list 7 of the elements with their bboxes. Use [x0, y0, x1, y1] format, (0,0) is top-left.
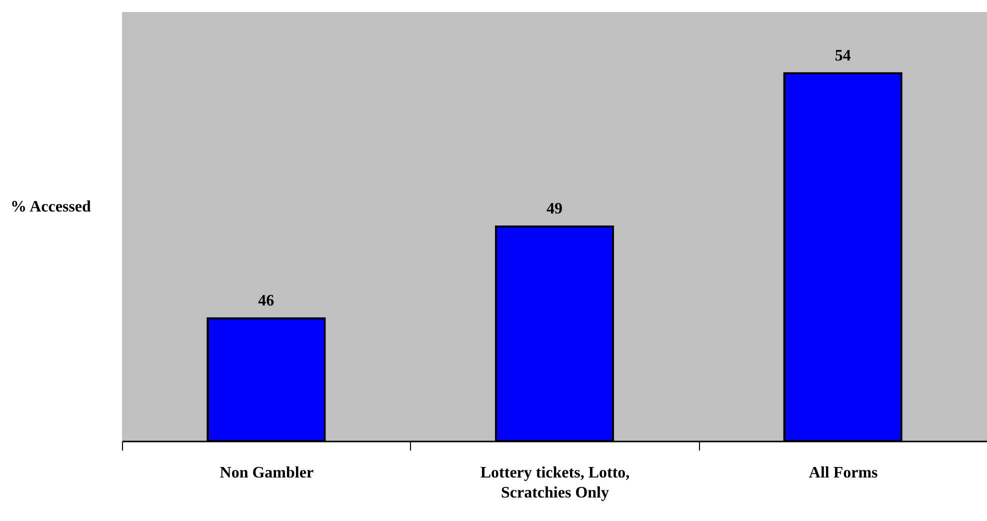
- data-label: 46: [258, 292, 274, 310]
- x-tick-label: Non Gambler: [220, 464, 314, 482]
- data-label: 54: [834, 47, 851, 64]
- y-axis-title: % Accessed: [10, 198, 92, 216]
- data-label: 49: [546, 200, 562, 218]
- x-tick-label: All Forms: [808, 464, 878, 482]
- x-tick-label: Lottery tickets, Lotto, Scratchies Only: [480, 464, 630, 502]
